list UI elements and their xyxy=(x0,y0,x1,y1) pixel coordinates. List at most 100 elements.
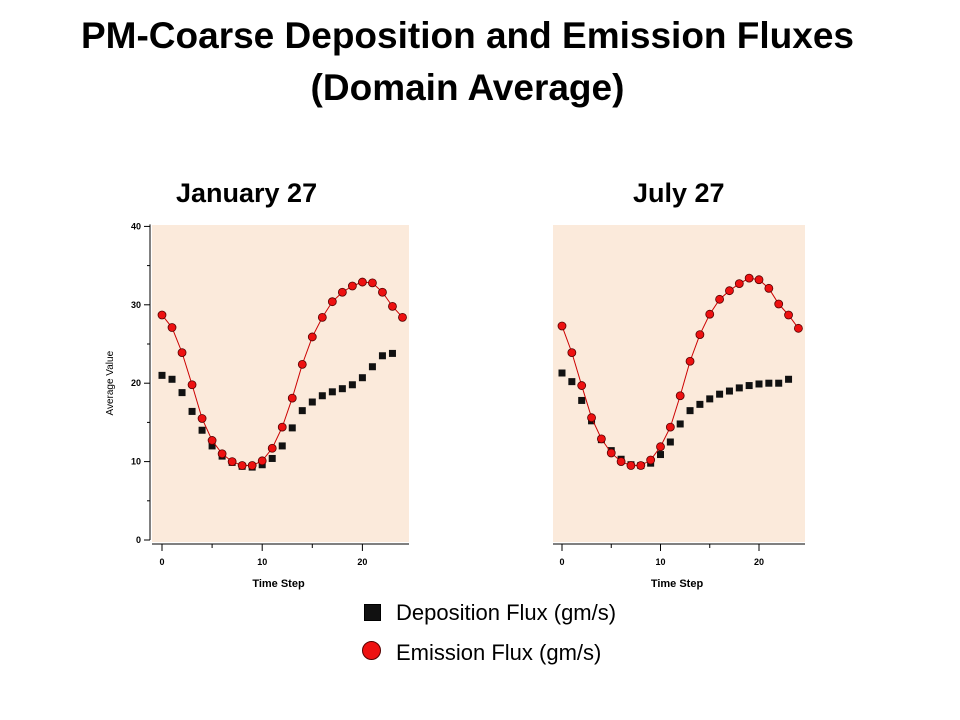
emission-point xyxy=(606,448,616,458)
y-tick-label-0-1: 10 xyxy=(131,457,141,467)
deposition-point xyxy=(666,438,674,446)
emission-point xyxy=(237,461,247,470)
emission-point xyxy=(675,391,685,401)
emission-point xyxy=(636,461,646,470)
deposition-point xyxy=(735,384,743,392)
x-axis-label-1: Time Step xyxy=(651,578,704,590)
deposition-point xyxy=(208,442,216,450)
deposition-point xyxy=(158,371,166,379)
legend-emission-label: Emission Flux (gm/s) xyxy=(396,640,602,665)
y-tick-label-0-4: 40 xyxy=(131,221,141,231)
emission-point xyxy=(357,277,367,287)
y-tick-label-0-3: 30 xyxy=(131,300,141,310)
emission-point xyxy=(715,294,724,304)
deposition-point xyxy=(696,400,704,408)
emission-point xyxy=(378,287,387,297)
deposition-point xyxy=(725,387,733,395)
panel-title-january: January 27 xyxy=(176,178,318,208)
deposition-point xyxy=(328,388,336,396)
emission-point xyxy=(685,356,695,366)
legend-emission-marker xyxy=(362,641,381,660)
emission-point xyxy=(398,312,407,322)
x-axis-label-0: Time Step xyxy=(252,578,305,590)
emission-point xyxy=(764,283,774,293)
emission-point xyxy=(347,281,357,291)
emission-point xyxy=(187,380,197,390)
x-tick-label-1-1: 10 xyxy=(655,557,665,567)
emission-point xyxy=(577,381,587,390)
deposition-point xyxy=(198,426,206,434)
emission-point xyxy=(227,457,237,467)
emission-point xyxy=(695,330,705,339)
x-tick-label-1-0: 0 xyxy=(559,557,564,567)
emission-point xyxy=(287,393,297,403)
emission-point xyxy=(794,323,803,333)
emission-point xyxy=(368,278,377,288)
emission-point xyxy=(754,275,764,285)
chart-title-line-1: PM-Coarse Deposition and Emission Fluxes xyxy=(80,15,855,56)
x-tick-label-1-2: 20 xyxy=(754,557,764,567)
emission-point xyxy=(247,461,257,470)
emission-point xyxy=(157,310,167,320)
deposition-point xyxy=(338,385,346,393)
y-tick-label-0-0: 0 xyxy=(136,535,141,545)
emission-point xyxy=(167,323,177,332)
y-axis-label-0: Average Value xyxy=(105,350,116,415)
deposition-point xyxy=(298,407,306,415)
emission-point xyxy=(567,348,577,358)
emission-point xyxy=(207,436,217,445)
emission-point xyxy=(177,348,187,358)
emission-point xyxy=(587,413,596,423)
emission-point xyxy=(656,442,665,452)
emission-point xyxy=(725,286,734,296)
emission-point xyxy=(327,297,337,307)
deposition-point xyxy=(368,363,376,371)
deposition-point xyxy=(168,375,176,383)
deposition-point xyxy=(568,378,576,386)
emission-point xyxy=(317,312,327,322)
emission-point xyxy=(784,310,793,320)
deposition-point xyxy=(745,382,753,390)
emission-point xyxy=(337,287,347,297)
deposition-point xyxy=(308,398,316,406)
emission-point xyxy=(646,455,656,465)
y-tick-label-0-2: 20 xyxy=(131,378,141,388)
chart-title-line-2: (Domain Average) xyxy=(310,67,625,108)
legend-deposition-marker xyxy=(364,604,381,621)
deposition-point xyxy=(686,407,694,415)
deposition-point xyxy=(676,420,684,428)
deposition-point xyxy=(657,451,664,459)
x-tick-label-0-2: 20 xyxy=(357,557,367,567)
emission-point xyxy=(774,299,784,309)
x-tick-label-0-0: 0 xyxy=(159,557,164,567)
plot-area-1 xyxy=(553,225,805,542)
deposition-point xyxy=(706,395,714,403)
emission-point xyxy=(744,273,754,283)
emission-point xyxy=(388,301,397,311)
deposition-point xyxy=(188,407,196,415)
deposition-point xyxy=(716,390,724,398)
deposition-point xyxy=(288,424,296,432)
deposition-point xyxy=(178,389,186,397)
deposition-point xyxy=(388,349,396,357)
emission-point xyxy=(267,443,277,453)
emission-point xyxy=(557,321,567,331)
emission-point xyxy=(217,449,227,459)
emission-point xyxy=(597,434,606,444)
emission-point xyxy=(297,359,307,369)
deposition-point xyxy=(278,442,286,450)
panel-title-july: July 27 xyxy=(633,178,725,208)
legend-deposition-label: Deposition Flux (gm/s) xyxy=(396,600,617,625)
deposition-point xyxy=(558,369,566,377)
deposition-point xyxy=(578,396,586,404)
emission-point xyxy=(307,332,317,342)
emission-point xyxy=(257,456,267,466)
deposition-point xyxy=(755,380,763,388)
deposition-point xyxy=(348,381,356,389)
emission-point xyxy=(665,422,675,432)
deposition-point xyxy=(765,379,773,387)
deposition-point xyxy=(775,379,783,387)
deposition-point xyxy=(268,454,276,462)
deposition-point xyxy=(318,392,326,400)
